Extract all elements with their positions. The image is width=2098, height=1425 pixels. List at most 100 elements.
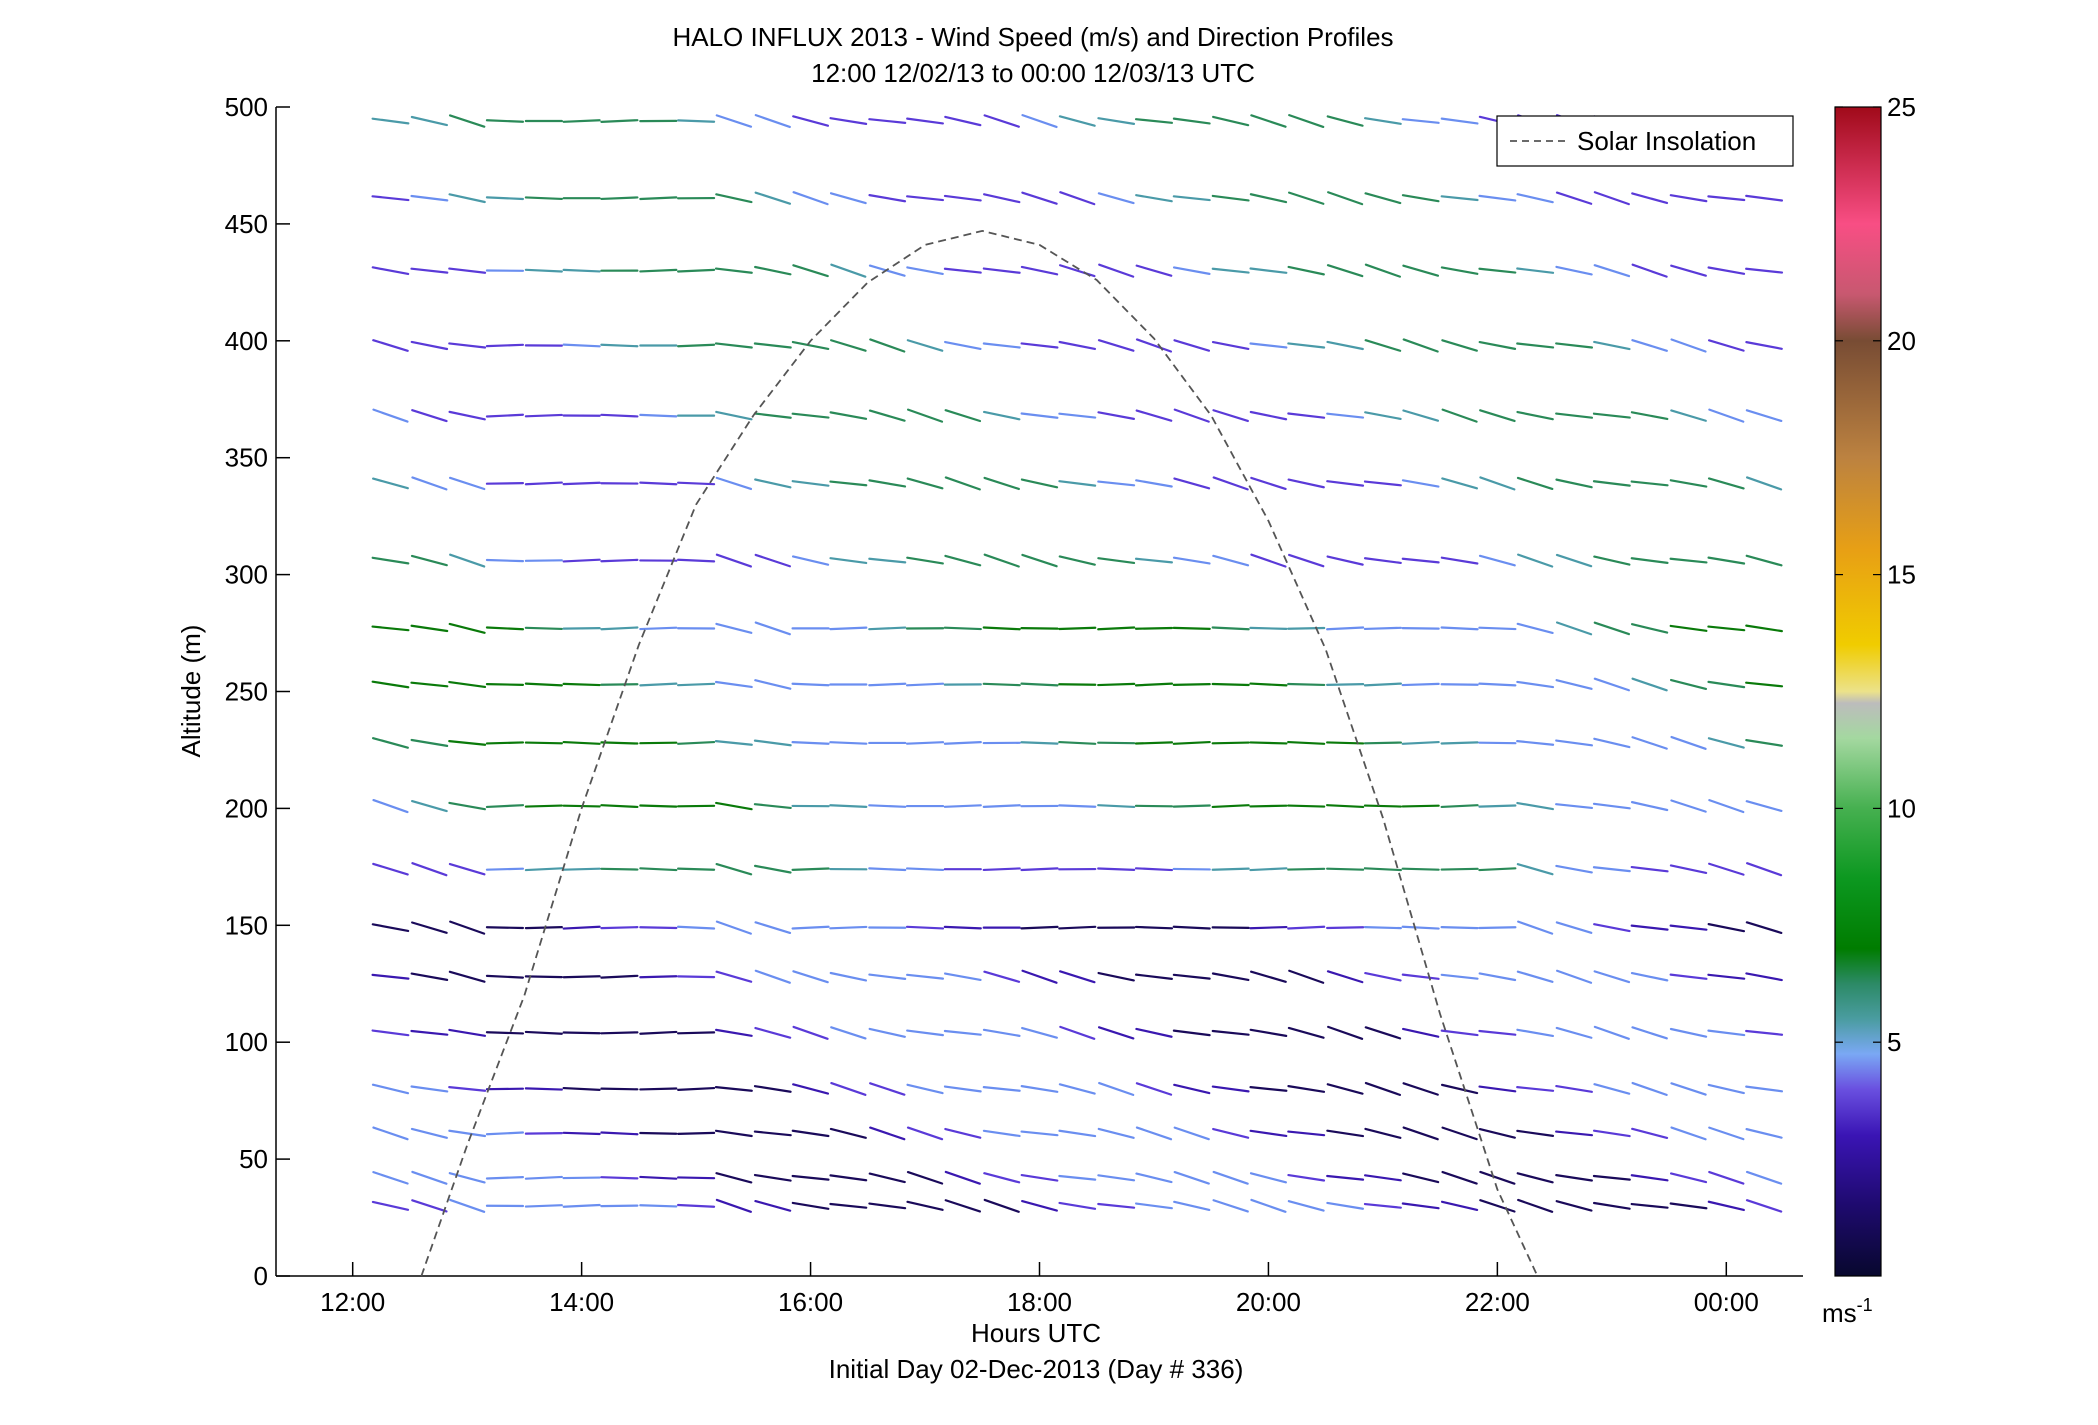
x-tick-label: 14:00: [549, 1287, 614, 1317]
wind-barb: [868, 973, 907, 980]
wind-barb: [1326, 480, 1365, 487]
wind-barb: [753, 739, 792, 747]
wind-barb: [1478, 1029, 1517, 1036]
wind-barb: [677, 1131, 716, 1135]
wind-barb: [1401, 557, 1440, 564]
legend: Solar Insolation: [1496, 115, 1794, 167]
wind-barb: [524, 975, 563, 979]
wind-barb: [943, 626, 982, 631]
wind-barb: [982, 867, 1021, 872]
wind-barb: [1249, 1086, 1288, 1092]
wind-barb: [830, 339, 867, 352]
wind-barb: [1631, 677, 1668, 692]
wind-barb: [1364, 971, 1402, 982]
wind-barb: [715, 622, 753, 634]
wind-barb: [1363, 557, 1402, 565]
wind-barb: [371, 117, 410, 125]
legend-label-solar: Solar Insolation: [1577, 126, 1756, 156]
y-tick-label: 0: [254, 1261, 268, 1291]
wind-barb: [1020, 412, 1059, 419]
wind-barb: [639, 975, 678, 979]
wind-barb: [715, 553, 752, 568]
wind-barb: [677, 975, 716, 979]
wind-barb: [410, 972, 449, 981]
wind-barb: [715, 193, 753, 204]
wind-barb: [1172, 740, 1211, 745]
wind-barb: [1555, 1130, 1594, 1137]
wind-barb: [1631, 623, 1669, 634]
wind-barb: [524, 1175, 563, 1180]
wind-barb: [1708, 799, 1745, 814]
wind-barb: [1173, 408, 1210, 423]
wind-barb: [754, 1199, 792, 1212]
wind-barb: [1097, 971, 1135, 982]
y-ticks: 0 50 100 150 200 250 300 350 400 450 500: [225, 92, 290, 1291]
wind-barb: [1172, 925, 1211, 930]
wind-barb: [1630, 865, 1669, 873]
wind-barb: [524, 926, 563, 930]
wind-barb: [1326, 1201, 1364, 1210]
wind-barb: [1478, 1085, 1517, 1093]
wind-barb: [1134, 118, 1173, 124]
wind-barb: [1478, 867, 1517, 872]
wind-barb: [485, 196, 525, 201]
wind-barb: [1364, 1026, 1402, 1040]
wind-barb: [639, 804, 678, 808]
wind-barb: [1441, 477, 1479, 490]
wind-barb: [677, 1031, 716, 1035]
wind-barb: [1097, 1202, 1136, 1209]
wind-barb: [485, 119, 525, 123]
wind-barb: [715, 801, 753, 811]
wind-barb: [1555, 191, 1593, 205]
wind-barb: [1211, 267, 1250, 274]
wind-barb: [1593, 677, 1630, 692]
wind-barb: [714, 1129, 753, 1138]
wind-barb: [982, 626, 1021, 631]
wind-barb: [562, 119, 601, 123]
wind-barb: [1212, 476, 1249, 491]
wind-barb: [1249, 410, 1288, 421]
wind-barb: [1441, 339, 1478, 352]
wind-barb: [829, 480, 868, 487]
y-tick-label: 450: [225, 209, 268, 239]
wind-barb: [371, 923, 410, 933]
y-tick-label: 200: [225, 793, 268, 823]
wind-barb: [714, 342, 753, 349]
wind-barb: [372, 1126, 409, 1141]
wind-barb: [868, 682, 907, 687]
wind-barb: [677, 343, 716, 348]
wind-barb: [639, 626, 678, 631]
wind-barb: [983, 476, 1020, 491]
wind-barb: [1745, 194, 1784, 202]
y-tick-label: 100: [225, 1027, 268, 1057]
wind-barb: [1631, 263, 1668, 278]
wind-barb: [1363, 1202, 1402, 1209]
wind-barb: [562, 740, 601, 745]
wind-barb: [1555, 553, 1593, 568]
wind-barb: [1670, 264, 1707, 277]
wind-barb: [1555, 1084, 1593, 1093]
wind-barb: [1631, 736, 1668, 750]
wind-barb: [485, 482, 525, 485]
wind-barb: [485, 1176, 525, 1180]
wind-barb: [1479, 476, 1516, 491]
wind-barb: [1707, 556, 1746, 565]
wind-barb: [1326, 264, 1364, 278]
wind-barb: [448, 970, 486, 983]
wind-barb: [600, 804, 639, 809]
wind-barb: [869, 338, 906, 353]
wind-barb: [1745, 739, 1783, 747]
wind-barb: [906, 973, 945, 980]
wind-barb: [1172, 683, 1211, 686]
wind-barb: [1630, 801, 1669, 812]
wind-barb: [792, 1083, 830, 1095]
y-tick-label: 350: [225, 443, 268, 473]
wind-barb: [639, 682, 678, 687]
colorbar: 5 10 15 20 25 ms-1: [1822, 92, 1916, 1328]
wind-barb: [715, 920, 752, 935]
wind-barb: [1134, 867, 1174, 872]
wind-barb: [1555, 342, 1594, 349]
wind-barb: [411, 476, 448, 491]
wind-barb: [562, 682, 601, 687]
wind-barb: [1745, 409, 1783, 423]
